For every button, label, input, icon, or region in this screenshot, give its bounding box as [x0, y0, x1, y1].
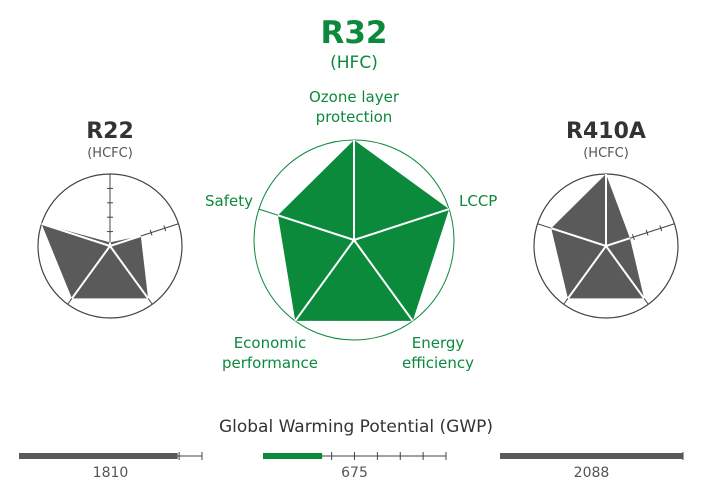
r410a-spoke-1 — [605, 237, 631, 247]
r410a-spoke-3 — [567, 245, 607, 300]
r32-spoke-1 — [353, 208, 450, 241]
axis-label-economic-line-0: Economic — [234, 334, 307, 352]
r22-spoke-3 — [71, 245, 111, 300]
gwp-value-r410a: 2088 — [574, 465, 610, 481]
r410a-title: R410A — [566, 119, 646, 144]
r410a-axis-ext-4 — [537, 223, 552, 229]
r22-axis-ext-3 — [67, 298, 73, 305]
r32-spoke-3 — [294, 239, 355, 322]
gwp-title: Global Warming Potential (GWP) — [219, 417, 493, 437]
r410a-axis-ext-2 — [643, 298, 649, 305]
r32-axis-ext-4 — [258, 208, 279, 216]
r410a-subtitle: (HCFC) — [583, 146, 629, 161]
r410a-tick-1-4 — [631, 234, 635, 241]
r410a-axis-ext-1 — [629, 223, 675, 239]
r410a-spoke-2 — [605, 245, 645, 300]
r410a-tick-1-6 — [645, 229, 649, 236]
r410a-axis-ext-3 — [563, 298, 569, 305]
axis-label-energy-line-1: efficiency — [402, 354, 474, 372]
axis-label-ozone-line-0: Ozone layer — [309, 88, 400, 106]
r22-tick-1-8 — [163, 225, 167, 232]
r32-spoke-2 — [353, 239, 414, 322]
r22-spoke-2 — [109, 245, 149, 300]
r22-axis-ext-2 — [147, 298, 153, 305]
axis-label-ozone-line-1: protection — [316, 108, 393, 126]
r32-title: R32 — [320, 15, 387, 51]
r22-tick-1-6 — [149, 229, 153, 236]
r32-subtitle: (HFC) — [330, 53, 378, 73]
r32-spoke-4 — [277, 214, 355, 241]
axis-label-safety-line-0: Safety — [205, 192, 253, 210]
r22-value-polygon — [41, 223, 149, 299]
r410a-tick-1-8 — [659, 225, 663, 232]
r22-spoke-1 — [109, 235, 142, 247]
gwp-value-r32: 675 — [341, 465, 368, 481]
gwp-bar-r32 — [263, 453, 323, 459]
axis-label-economic-line-1: performance — [222, 354, 318, 372]
gwp-bar-r22 — [19, 453, 178, 459]
r22-subtitle: (HCFC) — [87, 146, 133, 161]
r22-axis-ext-1 — [140, 223, 179, 237]
axis-label-lccp-line-0: LCCP — [459, 192, 497, 210]
r410a-spoke-4 — [550, 227, 607, 247]
r22-spoke-4 — [41, 222, 111, 247]
gwp-bar-r410a — [500, 453, 683, 459]
r22-title: R22 — [86, 119, 134, 144]
axis-label-energy-line-0: Energy — [412, 334, 465, 352]
gwp-value-r22: 1810 — [93, 465, 129, 481]
r32-value-polygon — [277, 140, 450, 321]
